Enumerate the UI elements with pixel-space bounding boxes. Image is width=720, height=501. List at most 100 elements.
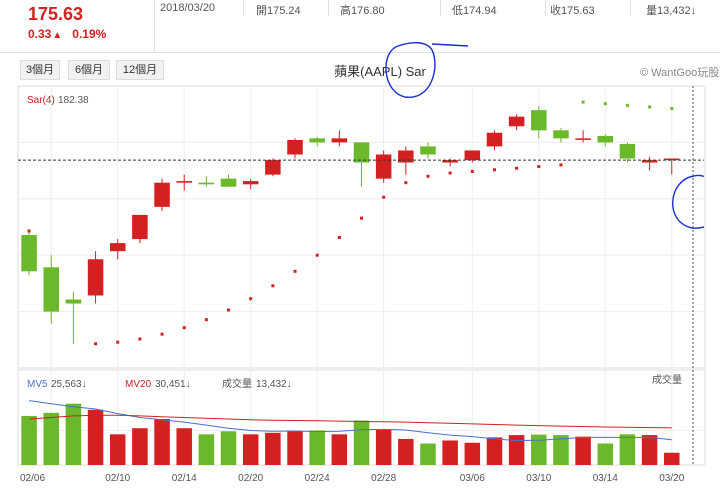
sar-point: [559, 163, 563, 167]
sar-point: [492, 168, 496, 172]
mv5-value: 25,563↓: [51, 379, 87, 390]
sar-point: [382, 195, 386, 199]
low-value: 174.94: [463, 5, 497, 17]
candle-body: [553, 130, 569, 139]
sar-point: [337, 235, 341, 239]
volume-bar: [420, 443, 436, 465]
mv5-label: MV5: [27, 379, 48, 390]
candle-body: [65, 299, 82, 304]
candle-body: [132, 214, 148, 240]
open-value: 175.24: [267, 5, 301, 17]
volume-bar: [508, 435, 525, 465]
candle-body: [353, 142, 370, 163]
candle-body: [641, 160, 658, 163]
chart-title: 蘋果(AAPL) Sar: [334, 64, 426, 79]
volume-bar: [154, 419, 170, 465]
sar-point: [648, 105, 652, 109]
volume-legend-value: 13,432↓: [256, 379, 292, 390]
ohlc-open: 開175.24: [256, 2, 301, 18]
volume-bar: [287, 431, 303, 465]
candle: [619, 142, 636, 163]
volume-bar: [398, 438, 414, 465]
divider: [328, 0, 329, 16]
candle-body: [265, 160, 281, 175]
candle-body: [619, 144, 636, 159]
high-label: 高: [340, 5, 351, 17]
candle: [664, 158, 680, 175]
mv20-label: MV20: [125, 379, 152, 390]
candle-body: [398, 150, 414, 163]
candle: [331, 130, 348, 147]
sar-point: [448, 171, 452, 175]
mv20-line: [29, 414, 672, 429]
candle-body: [331, 138, 348, 143]
volume-bar: [619, 434, 636, 465]
volume-bar: [43, 412, 59, 465]
ohlc-volume: 量13,432↓: [646, 2, 696, 18]
volume-bar: [309, 430, 325, 465]
candle: [132, 214, 148, 244]
volume-bar: [442, 440, 458, 465]
sar-point: [625, 103, 629, 107]
candle-body: [109, 243, 126, 252]
sar-point: [670, 107, 674, 111]
change-percent: 0.19%: [72, 27, 107, 41]
sar-point: [27, 229, 31, 233]
candle-body: [464, 150, 481, 161]
volume-bar: [331, 434, 348, 465]
candle-body: [508, 116, 525, 127]
volume-bar: [176, 428, 192, 465]
close-label: 收: [550, 5, 561, 17]
candle: [641, 156, 658, 171]
sar-point: [138, 337, 142, 341]
volume-bar: [553, 435, 569, 465]
sar-point: [271, 284, 275, 288]
range-6m-button[interactable]: 6個月: [68, 60, 110, 80]
x-tick-label: 03/20: [659, 473, 684, 484]
credit: © WantGoo玩股: [640, 67, 720, 79]
candle: [375, 150, 392, 183]
candle: [87, 251, 104, 304]
volume-bar: [641, 435, 658, 465]
close-value: 175.63: [561, 5, 595, 17]
candle: [508, 114, 525, 131]
change-value: 0.33: [28, 27, 52, 41]
sar-point: [537, 165, 541, 169]
sar-point: [470, 169, 474, 173]
low-label: 低: [452, 5, 463, 17]
x-tick-label: 02/20: [238, 473, 263, 484]
x-tick-label: 03/06: [460, 473, 485, 484]
chart-toolbar: 3個月 6個月 12個月 蘋果(AAPL) Sar © WantGoo玩股: [0, 52, 720, 82]
sar-value: 182.38: [58, 95, 89, 106]
sar-point: [116, 340, 120, 344]
volume-bar: [132, 428, 148, 465]
candle-body: [597, 135, 614, 143]
volume-bar: [597, 443, 614, 465]
candle-body: [21, 235, 37, 272]
candle-body: [220, 178, 237, 187]
candle-body: [87, 259, 104, 296]
range-3m-button[interactable]: 3個月: [20, 60, 60, 80]
sar-point: [227, 308, 231, 312]
volume-bar: [220, 431, 237, 465]
candle: [265, 158, 281, 177]
volume-bar: [65, 403, 82, 465]
mv20-value: 30,451↓: [155, 379, 191, 390]
candle-body: [664, 158, 680, 161]
candle-body: [442, 160, 458, 163]
right-axis-strip: [704, 86, 719, 465]
candle-body: [198, 182, 215, 185]
sar-point: [515, 166, 519, 170]
candle: [21, 231, 37, 276]
candle: [309, 136, 325, 147]
divider: [243, 0, 244, 16]
x-tick-label: 03/14: [593, 473, 618, 484]
volume-bar: [664, 452, 680, 465]
sar-point: [249, 297, 253, 301]
x-tick-label: 02/14: [172, 473, 197, 484]
range-12m-button[interactable]: 12個月: [116, 60, 164, 80]
x-tick-label: 03/10: [526, 473, 551, 484]
volume-legend-label: 成交量: [222, 377, 252, 390]
sar-point: [160, 332, 164, 336]
